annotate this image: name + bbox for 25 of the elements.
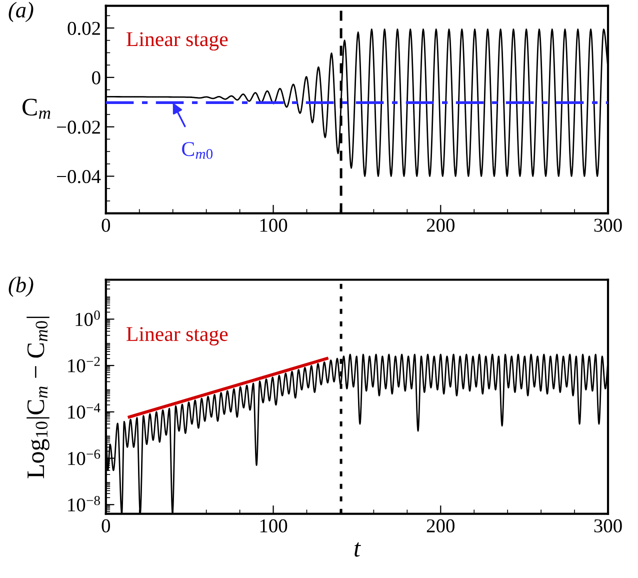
y-tick-label: 10$^{−2}$ (68, 356, 100, 372)
chart-title: (a) (8, 2, 34, 22)
x-tick-label: 100 (260, 218, 288, 232)
y-tick-label: 0.02 (68, 22, 100, 36)
y-tick-label: 10$^{0}$ (76, 310, 100, 326)
y-tick-label: −0.04 (57, 170, 101, 184)
x-tick-label: 200 (426, 218, 454, 232)
x-tick-label: 300 (594, 519, 622, 532)
x-axis-title: t (354, 542, 361, 557)
x-tick-label: 200 (426, 519, 454, 532)
x-tick-label: 0 (102, 218, 110, 232)
x-tick-label: 100 (260, 519, 288, 532)
chart-title: (b) (8, 276, 34, 297)
y-axis-title: C$_{m}$ (22, 98, 50, 119)
annotation: Linear stage (126, 327, 228, 346)
annotation: C$_{m0}$ (182, 142, 213, 159)
x-tick-label: 0 (102, 519, 110, 532)
x-tick-label: 300 (594, 218, 622, 232)
annotation: Linear stage (126, 32, 228, 50)
y-tick-label: 10$^{−8}$ (68, 496, 100, 512)
y-tick-label: 10$^{−6}$ (68, 450, 100, 466)
y-tick-label: 0 (92, 71, 100, 84)
y-tick-label: −0.02 (57, 120, 100, 134)
y-axis-title: Log$_{10}$|C$_{m}$ − C$_{m0}$| (26, 316, 50, 478)
y-tick-label: 10$^{−4}$ (68, 403, 100, 419)
